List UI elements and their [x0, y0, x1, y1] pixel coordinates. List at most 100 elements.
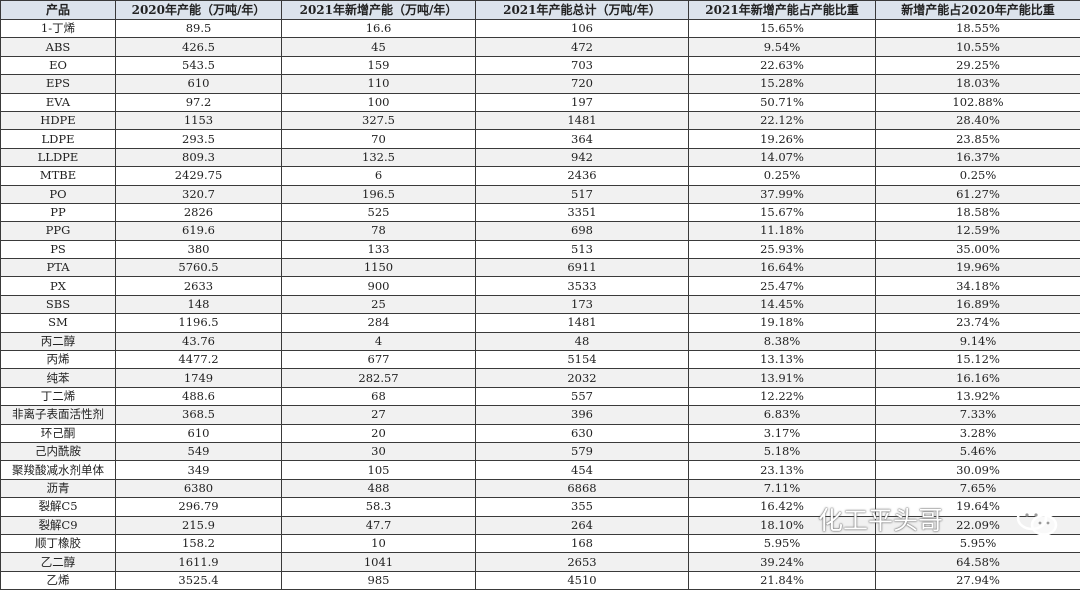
cell-capacity-2020: 380	[116, 240, 282, 258]
cell-new-share-of-2020: 23.85%	[876, 130, 1080, 148]
cell-new-capacity-2021: 488	[282, 479, 476, 497]
cell-capacity-2020: 97.2	[116, 93, 282, 111]
cell-total-capacity-2021: 630	[476, 424, 689, 442]
cell-new-share-of-2020: 7.65%	[876, 479, 1080, 497]
cell-capacity-2020: 610	[116, 424, 282, 442]
cell-new-capacity-2021: 78	[282, 222, 476, 240]
cell-new-share-of-total: 15.67%	[689, 203, 876, 221]
cell-capacity-2020: 426.5	[116, 38, 282, 56]
cell-new-share-of-total: 22.12%	[689, 111, 876, 129]
cell-new-share-of-total: 25.93%	[689, 240, 876, 258]
cell-new-share-of-2020: 18.58%	[876, 203, 1080, 221]
cell-total-capacity-2021: 6911	[476, 259, 689, 277]
cell-new-capacity-2021: 10	[282, 534, 476, 552]
header-2020-capacity: 2020年产能（万吨/年）	[116, 1, 282, 20]
cell-total-capacity-2021: 168	[476, 534, 689, 552]
cell-new-share-of-total: 9.54%	[689, 38, 876, 56]
cell-new-capacity-2021: 20	[282, 424, 476, 442]
cell-new-share-of-2020: 9.14%	[876, 332, 1080, 350]
cell-product: 聚羧酸减水剂单体	[1, 461, 116, 479]
cell-new-share-of-total: 37.99%	[689, 185, 876, 203]
cell-product: 裂解C5	[1, 498, 116, 516]
cell-total-capacity-2021: 6868	[476, 479, 689, 497]
cell-new-share-of-2020: 0.25%	[876, 167, 1080, 185]
cell-total-capacity-2021: 698	[476, 222, 689, 240]
cell-total-capacity-2021: 2653	[476, 553, 689, 571]
cell-new-share-of-2020: 16.16%	[876, 369, 1080, 387]
cell-capacity-2020: 148	[116, 295, 282, 313]
cell-new-capacity-2021: 27	[282, 406, 476, 424]
cell-capacity-2020: 4477.2	[116, 351, 282, 369]
cell-product: 己内酰胺	[1, 442, 116, 460]
cell-total-capacity-2021: 48	[476, 332, 689, 350]
cell-new-capacity-2021: 132.5	[282, 148, 476, 166]
cell-capacity-2020: 488.6	[116, 387, 282, 405]
cell-new-capacity-2021: 159	[282, 56, 476, 74]
cell-total-capacity-2021: 513	[476, 240, 689, 258]
cell-new-capacity-2021: 58.3	[282, 498, 476, 516]
cell-product: SBS	[1, 295, 116, 313]
cell-product: 非离子表面活性剂	[1, 406, 116, 424]
cell-new-share-of-total: 16.64%	[689, 259, 876, 277]
cell-product: 顺丁橡胶	[1, 534, 116, 552]
cell-capacity-2020: 619.6	[116, 222, 282, 240]
cell-new-share-of-total: 5.18%	[689, 442, 876, 460]
cell-product: 丁二烯	[1, 387, 116, 405]
cell-product: LDPE	[1, 130, 116, 148]
cell-new-capacity-2021: 133	[282, 240, 476, 258]
cell-new-capacity-2021: 677	[282, 351, 476, 369]
cell-product: 沥青	[1, 479, 116, 497]
cell-new-share-of-total: 3.17%	[689, 424, 876, 442]
header-new-share-of-2020: 新增产能占2020年产能比重	[876, 1, 1080, 20]
cell-total-capacity-2021: 942	[476, 148, 689, 166]
cell-total-capacity-2021: 173	[476, 295, 689, 313]
cell-total-capacity-2021: 472	[476, 38, 689, 56]
cell-total-capacity-2021: 364	[476, 130, 689, 148]
cell-new-capacity-2021: 105	[282, 461, 476, 479]
cell-new-share-of-total: 19.18%	[689, 314, 876, 332]
cell-total-capacity-2021: 264	[476, 516, 689, 534]
cell-capacity-2020: 5760.5	[116, 259, 282, 277]
cell-product: EO	[1, 56, 116, 74]
cell-new-share-of-2020: 29.25%	[876, 56, 1080, 74]
cell-new-capacity-2021: 47.7	[282, 516, 476, 534]
cell-new-share-of-total: 18.10%	[689, 516, 876, 534]
cell-new-capacity-2021: 70	[282, 130, 476, 148]
cell-total-capacity-2021: 5154	[476, 351, 689, 369]
cell-new-capacity-2021: 6	[282, 167, 476, 185]
cell-new-share-of-total: 15.28%	[689, 75, 876, 93]
cell-total-capacity-2021: 720	[476, 75, 689, 93]
cell-total-capacity-2021: 197	[476, 93, 689, 111]
cell-product: PX	[1, 277, 116, 295]
cell-total-capacity-2021: 3351	[476, 203, 689, 221]
cell-capacity-2020: 1611.9	[116, 553, 282, 571]
cell-new-share-of-total: 13.91%	[689, 369, 876, 387]
cell-capacity-2020: 293.5	[116, 130, 282, 148]
cell-new-capacity-2021: 45	[282, 38, 476, 56]
cell-new-share-of-2020: 12.59%	[876, 222, 1080, 240]
cell-capacity-2020: 809.3	[116, 148, 282, 166]
cell-new-share-of-total: 5.95%	[689, 534, 876, 552]
cell-new-share-of-2020: 27.94%	[876, 571, 1080, 589]
cell-new-share-of-2020: 3.28%	[876, 424, 1080, 442]
cell-new-capacity-2021: 1150	[282, 259, 476, 277]
cell-new-share-of-2020: 30.09%	[876, 461, 1080, 479]
cell-total-capacity-2021: 1481	[476, 314, 689, 332]
cell-product: LLDPE	[1, 148, 116, 166]
cell-total-capacity-2021: 3533	[476, 277, 689, 295]
cell-new-share-of-total: 8.38%	[689, 332, 876, 350]
cell-product: PP	[1, 203, 116, 221]
cell-product: 乙烯	[1, 571, 116, 589]
cell-new-share-of-total: 22.63%	[689, 56, 876, 74]
cell-capacity-2020: 215.9	[116, 516, 282, 534]
